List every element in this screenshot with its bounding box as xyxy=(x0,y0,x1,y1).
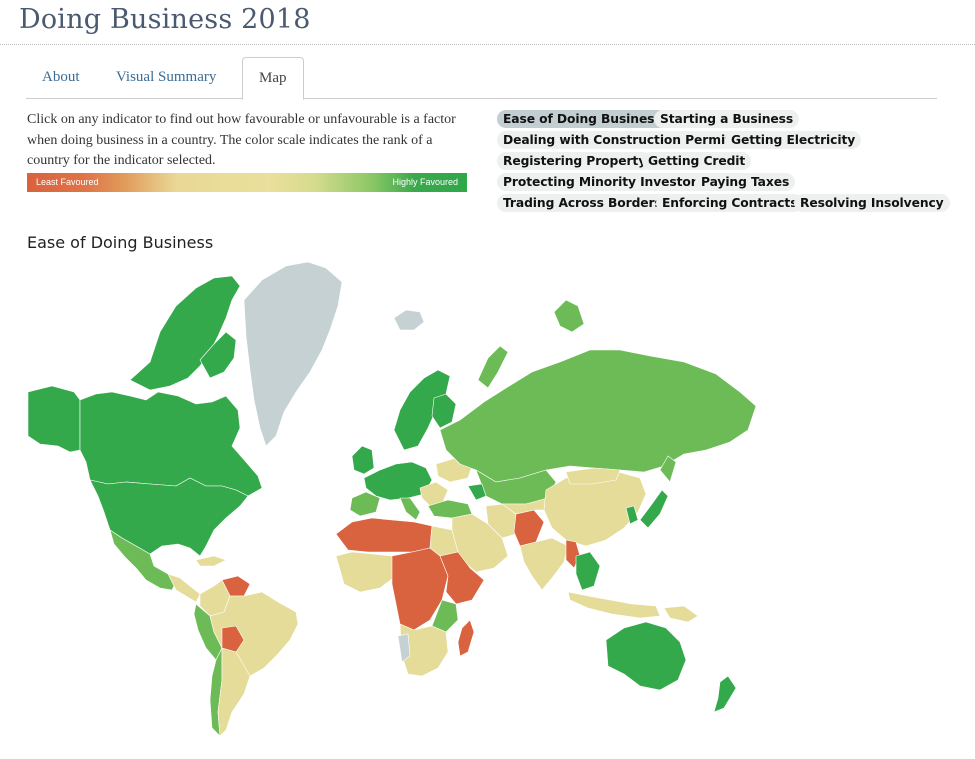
region-papua-new-guinea[interactable] xyxy=(663,605,699,623)
region-uk-ireland[interactable] xyxy=(351,445,375,475)
region-caribbean[interactable] xyxy=(195,555,227,567)
region-west-africa[interactable] xyxy=(335,551,397,593)
color-scale-legend: Least Favoured Highly Favoured xyxy=(27,173,467,192)
tab-bar: About Visual Summary Map xyxy=(26,57,937,100)
region-mongolia[interactable] xyxy=(565,467,621,485)
region-madagascar[interactable] xyxy=(457,619,475,657)
region-australia[interactable] xyxy=(605,621,687,691)
region-novaya-zemlya[interactable] xyxy=(477,345,509,389)
indicator-resolving-insolvency[interactable]: Resolving Insolvency xyxy=(794,194,950,212)
region-korea[interactable] xyxy=(625,505,639,525)
region-brazil[interactable] xyxy=(209,591,299,677)
tab-map[interactable]: Map xyxy=(242,57,304,100)
region-argentina[interactable] xyxy=(217,647,251,737)
indicator-registering-property[interactable]: Registering Property xyxy=(497,152,653,170)
legend-high-label: Highly Favoured xyxy=(392,177,458,187)
region-central-africa[interactable] xyxy=(391,547,449,631)
region-finland[interactable] xyxy=(431,393,457,429)
indicator-protecting-minority-investors[interactable]: Protecting Minority Investors xyxy=(497,173,710,191)
indicator-starting-a-business[interactable]: Starting a Business xyxy=(654,110,800,128)
map-description: Click on any indicator to find out how f… xyxy=(27,112,456,168)
region-central-america[interactable] xyxy=(167,573,201,603)
region-scandinavia[interactable] xyxy=(393,369,451,451)
region-italy[interactable] xyxy=(399,497,421,521)
region-japan[interactable] xyxy=(639,489,669,529)
indicator-ease-of-doing-business[interactable]: Ease of Doing Business xyxy=(497,110,668,128)
indicator-paying-taxes[interactable]: Paying Taxes xyxy=(695,173,796,191)
region-iceland[interactable] xyxy=(393,309,425,331)
region-namibia[interactable] xyxy=(397,633,411,663)
indicator-enforcing-contracts[interactable]: Enforcing Contracts xyxy=(656,194,804,212)
region-canada[interactable] xyxy=(79,391,263,497)
region-sakhalin-kamchatka[interactable] xyxy=(659,455,677,483)
region-iberia[interactable] xyxy=(349,491,381,517)
page-title: Doing Business 2018 xyxy=(19,4,311,35)
region-horn-of-africa[interactable] xyxy=(439,551,485,605)
region-bolivia[interactable] xyxy=(221,625,245,653)
region-north-africa[interactable] xyxy=(335,517,433,553)
region-greenland[interactable] xyxy=(243,261,343,447)
region-severnaya-zemlya[interactable] xyxy=(553,299,585,333)
indicator-getting-credit[interactable]: Getting Credit xyxy=(642,152,752,170)
tab-visual-summary[interactable]: Visual Summary xyxy=(116,69,217,85)
region-indonesia-philippines[interactable] xyxy=(567,591,661,619)
region-united-states[interactable] xyxy=(89,477,249,557)
region-canadian-arctic-islands[interactable] xyxy=(129,275,241,391)
region-southeast-asia[interactable] xyxy=(575,551,601,591)
region-southern-africa[interactable] xyxy=(399,623,449,677)
region-new-zealand[interactable] xyxy=(713,675,737,713)
region-india[interactable] xyxy=(519,537,569,591)
region-caucasus[interactable] xyxy=(467,483,487,501)
region-baffin-island[interactable] xyxy=(199,331,237,379)
region-alaska[interactable] xyxy=(27,385,81,453)
title-divider xyxy=(0,44,975,45)
legend-low-label: Least Favoured xyxy=(36,177,99,187)
indicator-trading-across-borders[interactable]: Trading Across Borders xyxy=(497,194,668,212)
tab-about[interactable]: About xyxy=(42,69,80,85)
region-afghanistan-pakistan[interactable] xyxy=(513,509,545,547)
world-choropleth-map xyxy=(27,261,757,737)
region-east-africa[interactable] xyxy=(431,599,459,633)
indicator-getting-electricity[interactable]: Getting Electricity xyxy=(725,131,862,149)
indicator-construction-permits[interactable]: Dealing with Construction Permits xyxy=(497,131,745,149)
map-title: Ease of Doing Business xyxy=(27,233,214,252)
